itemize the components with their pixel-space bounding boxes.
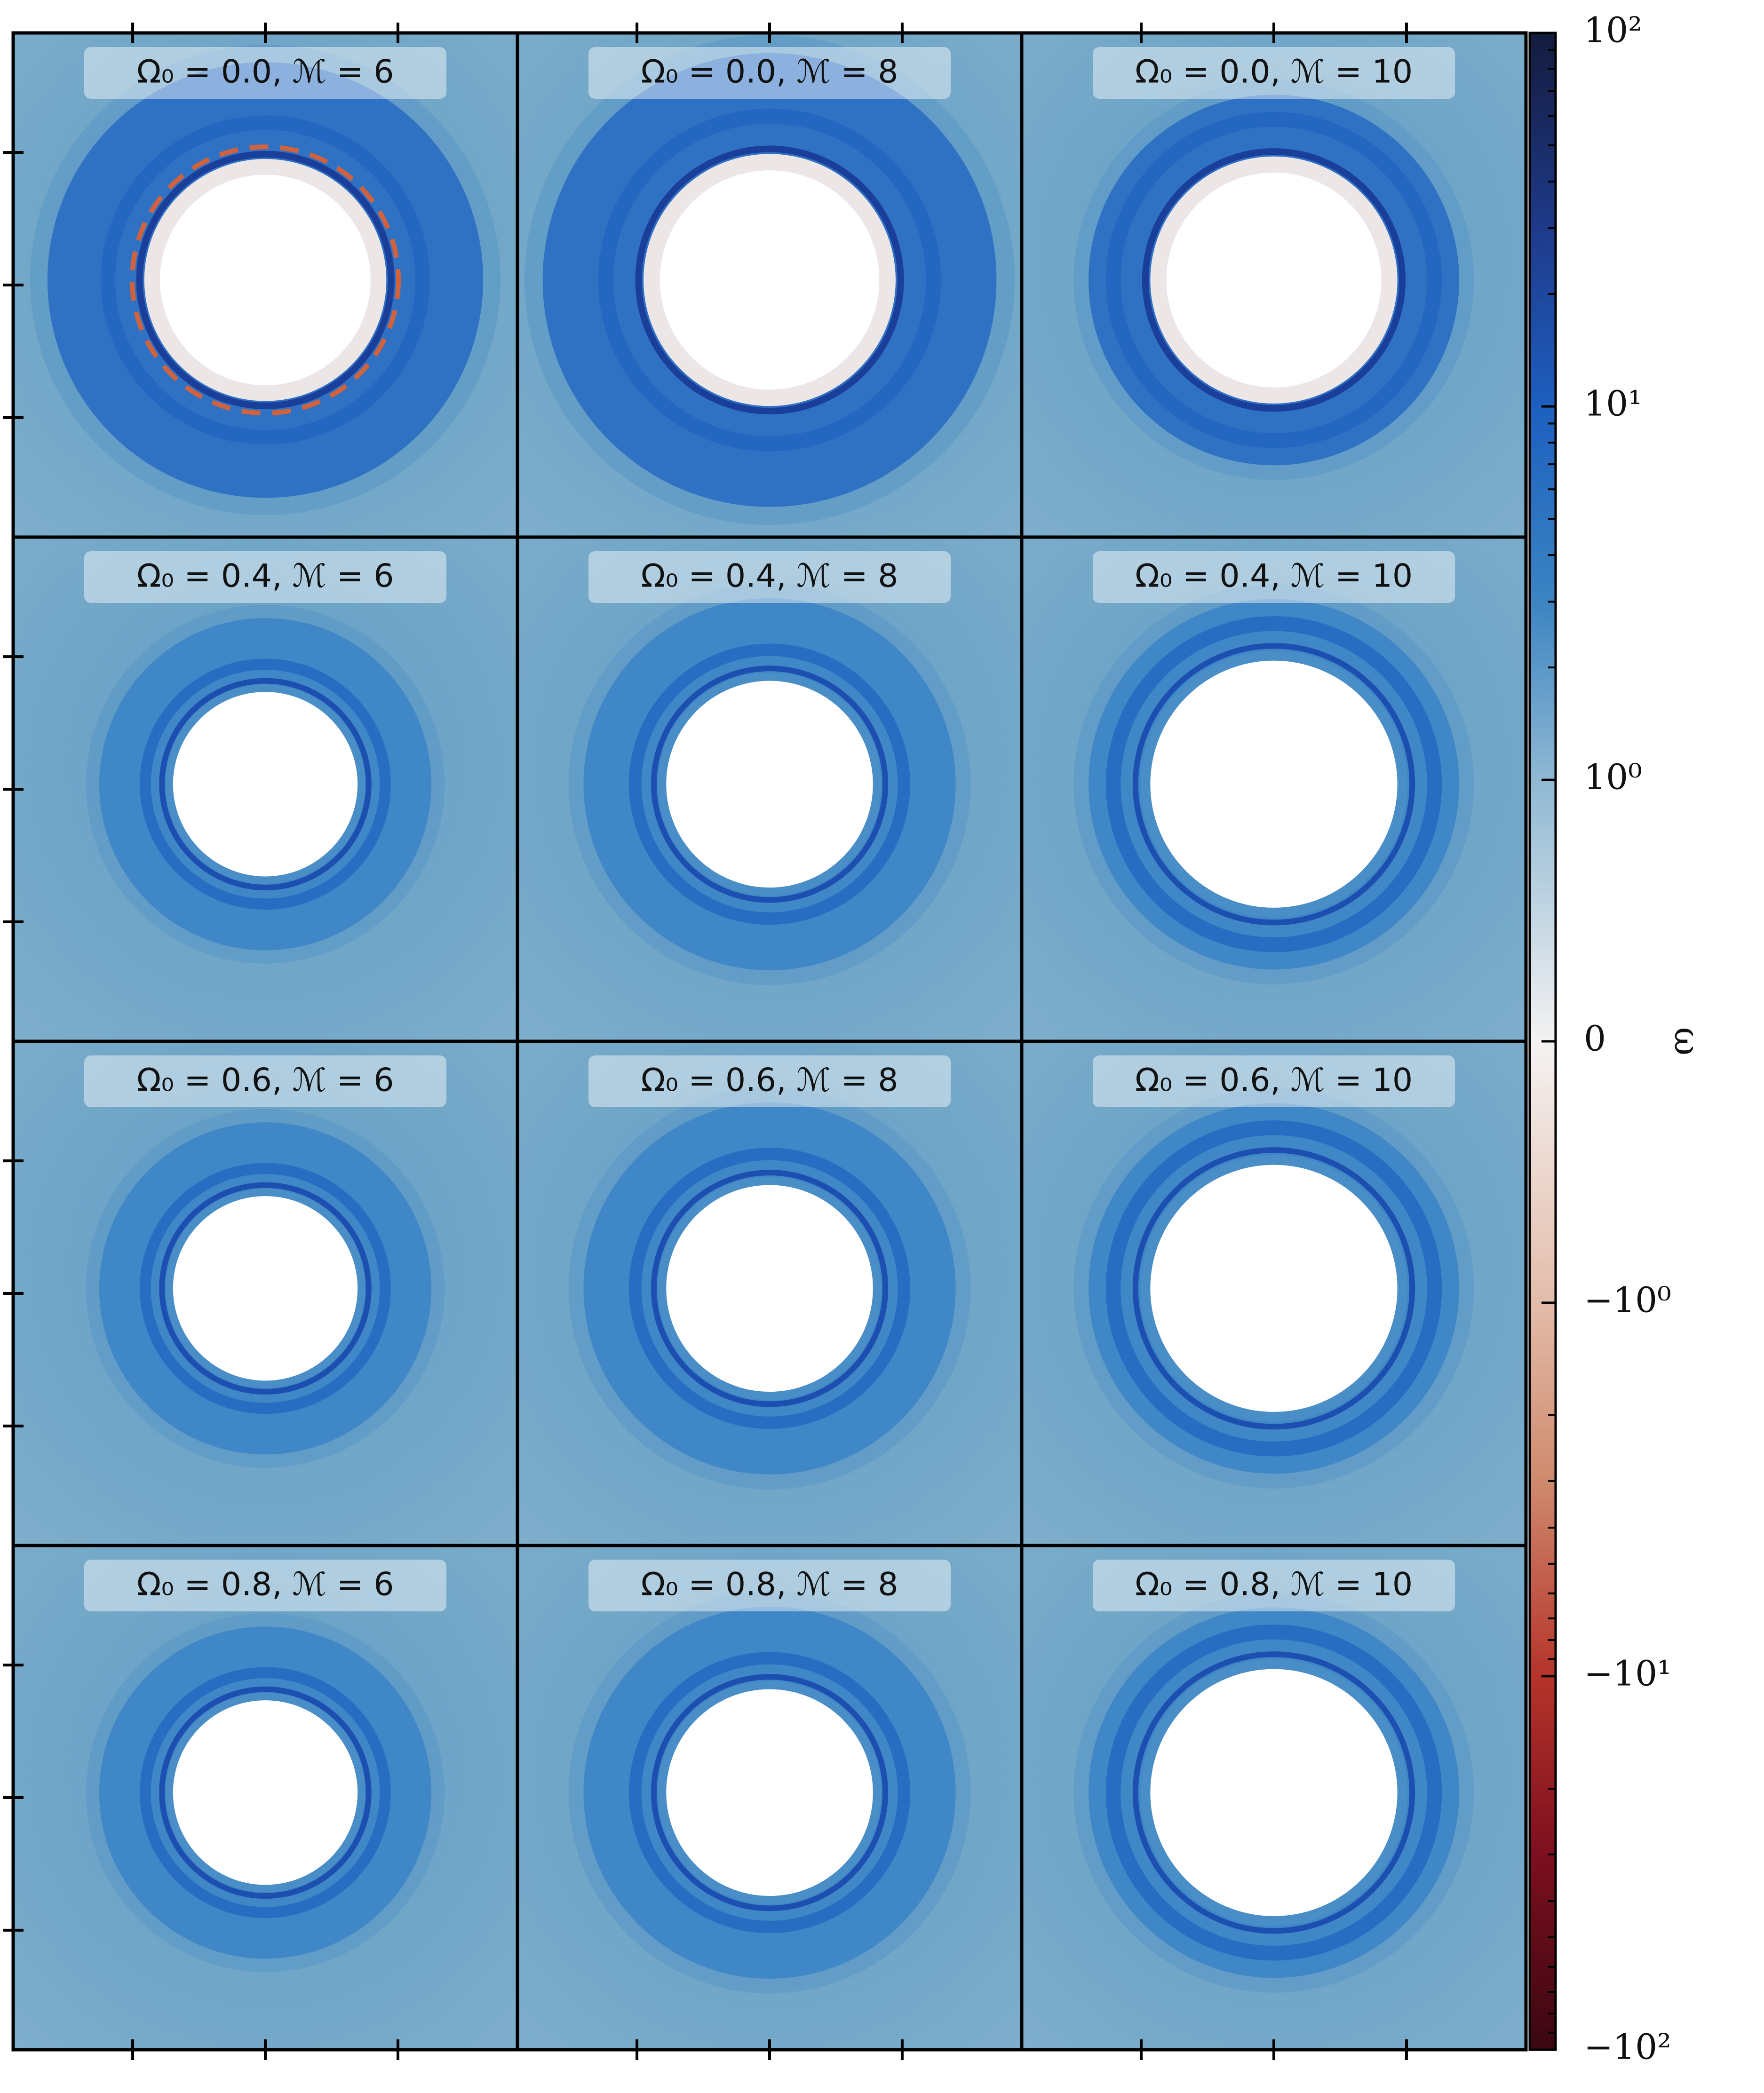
hole (1150, 660, 1398, 908)
dark-ring (651, 1674, 889, 1911)
hole (666, 1689, 873, 1896)
hole (160, 174, 371, 386)
panel-title: Ω₀ = 0.6, ℳ = 6 (137, 1062, 394, 1099)
dark-ring (1132, 643, 1415, 926)
title-box (84, 1055, 446, 1107)
inner-band (101, 115, 430, 445)
panel (1022, 33, 1526, 537)
dark-ring (159, 1686, 372, 1899)
colorbar-tick-label: −10² (1584, 2027, 1671, 2067)
inner-band (629, 1652, 910, 1934)
panel (13, 33, 517, 537)
panel (13, 1041, 517, 1546)
panel (1022, 1546, 1526, 2050)
dark-ring (651, 666, 889, 903)
inner-band (598, 108, 941, 452)
colorbar-tick-label: 10⁰ (1584, 757, 1642, 798)
title-box (588, 1055, 951, 1107)
title-box (1093, 1560, 1455, 1611)
hole (1166, 172, 1382, 388)
panel-title: Ω₀ = 0.4, ℳ = 6 (137, 558, 394, 595)
dark-ring (1142, 148, 1406, 412)
panel-title: Ω₀ = 0.8, ℳ = 10 (1135, 1566, 1413, 1603)
dark-ring (1132, 1147, 1415, 1430)
colorbar-tick-label: −10¹ (1584, 1653, 1671, 1694)
colorbar-tick-label: −10⁰ (1584, 1280, 1671, 1320)
colorbar-tick-label: 10² (1584, 10, 1642, 50)
hole (666, 1185, 873, 1392)
panel-title: Ω₀ = 0.4, ℳ = 8 (641, 558, 898, 595)
hole (666, 681, 873, 888)
inner-band (1105, 1625, 1442, 1961)
dark-ring (159, 1182, 372, 1395)
panel (1022, 1041, 1526, 1546)
panel-title: Ω₀ = 0.8, ℳ = 6 (137, 1566, 394, 1603)
panel-title: Ω₀ = 0.0, ℳ = 6 (137, 54, 394, 91)
inner-band (629, 1148, 910, 1429)
dark-ring (635, 145, 904, 415)
inner-band (1105, 1120, 1442, 1457)
dark-ring (1132, 1651, 1415, 1934)
hole (1150, 1165, 1398, 1412)
title-box (588, 47, 951, 99)
panel-title: Ω₀ = 0.0, ℳ = 8 (641, 54, 898, 91)
inner-band (140, 1667, 391, 1919)
title-box (84, 1560, 446, 1611)
panel (13, 537, 517, 1041)
panel-title: Ω₀ = 0.6, ℳ = 8 (641, 1062, 898, 1099)
colorbar-label: ω (1667, 1027, 1707, 1055)
dark-ring (651, 1170, 889, 1407)
title-box (1093, 551, 1455, 603)
hole (1150, 1669, 1398, 1916)
title-box (84, 551, 446, 603)
hole (173, 692, 358, 877)
colorbar-tick-label: 0 (1584, 1018, 1606, 1059)
title-box (588, 551, 951, 603)
inner-band (140, 658, 391, 910)
colorbar-tick-label: 10¹ (1584, 384, 1642, 424)
title-box (588, 1560, 951, 1611)
title-box (1093, 1055, 1455, 1107)
panel-title: Ω₀ = 0.4, ℳ = 10 (1135, 558, 1413, 595)
panel (517, 537, 1022, 1041)
panel (517, 1041, 1022, 1546)
inner-band (1105, 112, 1442, 448)
panel-title: Ω₀ = 0.6, ℳ = 10 (1135, 1062, 1413, 1099)
panel (1022, 537, 1526, 1041)
hole (173, 1700, 358, 1885)
inner-band (1105, 616, 1442, 952)
panel (13, 1546, 517, 2050)
hole (173, 1196, 358, 1381)
panel (517, 1546, 1022, 2050)
hole (660, 170, 880, 390)
title-box (84, 47, 446, 99)
dark-ring (159, 678, 372, 890)
panel-title: Ω₀ = 0.0, ℳ = 10 (1135, 54, 1413, 91)
panel (517, 33, 1022, 537)
panel-title: Ω₀ = 0.8, ℳ = 8 (641, 1566, 898, 1603)
dark-ring (136, 151, 395, 409)
red-ring (129, 144, 401, 416)
inner-band (140, 1163, 391, 1414)
title-box (1093, 47, 1455, 99)
inner-band (629, 643, 910, 925)
